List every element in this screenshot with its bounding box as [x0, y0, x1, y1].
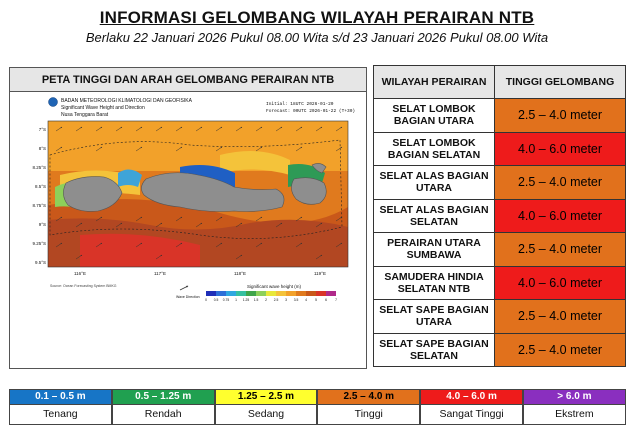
colorbar-tick: 5: [315, 298, 317, 302]
colorbar-tick: 1.5: [254, 298, 259, 302]
colorbar-tick: 2: [265, 298, 267, 302]
page-title: INFORMASI GELOMBANG WILAYAH PERAIRAN NTB: [99, 8, 535, 27]
legend-category: Tenang: [9, 405, 112, 425]
lat-label: 7°S: [39, 127, 46, 132]
wave-direction-label: Wave Direction: [176, 295, 200, 299]
height-cell: 2.5 – 4.0 meter: [494, 232, 626, 267]
colorbar-tick: 0: [205, 298, 207, 302]
height-cell: 4.0 – 6.0 meter: [494, 198, 626, 233]
height-cell: 4.0 – 6.0 meter: [494, 131, 626, 166]
wave-direction-arrows: [55, 126, 343, 260]
lat-label: 8.75°S: [32, 203, 46, 208]
table-row: SELAT SAPE BAGIAN UTARA 2.5 – 4.0 meter: [373, 299, 626, 334]
legend-item: 0.5 – 1.25 m Rendah: [111, 389, 215, 425]
table-row: SELAT ALAS BAGIAN UTARA 2.5 – 4.0 meter: [373, 165, 626, 200]
lat-label: 9°S: [39, 222, 46, 227]
area-cell: SELAT ALAS BAGIAN UTARA: [373, 165, 495, 200]
legend-category: Sangat Tinggi: [420, 405, 523, 425]
legend-item: 2.5 – 4.0 m Tinggi: [317, 389, 421, 425]
legend-range: > 6.0 m: [523, 389, 626, 405]
map-forecast-time: Forecast: 00UTC 2026-01-22 (T+30): [266, 108, 355, 114]
colorbar-tick: 1: [235, 298, 237, 302]
legend-range: 1.25 – 2.5 m: [214, 389, 318, 405]
column-header-area: WILAYAH PERAIRAN: [373, 65, 495, 99]
lon-label: 118°E: [234, 271, 246, 276]
height-cell: 2.5 – 4.0 meter: [494, 98, 626, 133]
column-header-height: TINGGI GELOMBANG: [494, 65, 626, 99]
table-row: SELAT LOMBOK BAGIAN UTARA 2.5 – 4.0 mete…: [373, 98, 626, 133]
legend-category: Sedang: [214, 405, 318, 425]
legend-range: 4.0 – 6.0 m: [420, 389, 523, 405]
map-credit: Source: Ocean Forecasting System BMKG: [50, 284, 117, 288]
lat-label: 9.5°S: [35, 260, 46, 265]
colorbar-tick: 1.25: [243, 298, 250, 302]
colorbar-tick: 4: [305, 298, 307, 302]
legend-item: 0.1 – 0.5 m Tenang: [9, 389, 112, 425]
map-panel: PETA TINGGI DAN ARAH GELOMBANG PERAIRAN …: [9, 67, 367, 369]
colorbar-tick: 3: [285, 298, 287, 302]
lon-label: 117°E: [154, 271, 166, 276]
table-row: SELAT SAPE BAGIAN SELATAN 2.5 – 4.0 mete…: [373, 332, 626, 367]
legend-category: Tinggi: [317, 405, 421, 425]
lon-label: 116°E: [74, 271, 86, 276]
area-cell: PERAIRAN UTARA SUMBAWA: [373, 232, 495, 267]
bmkg-logo-icon: [48, 97, 58, 107]
legend-item: 4.0 – 6.0 m Sangat Tinggi: [420, 389, 523, 425]
water-boundary: [49, 139, 343, 239]
lat-label: 8°S: [39, 146, 46, 151]
legend-range: 2.5 – 4.0 m: [317, 389, 421, 405]
colorbar-tick: 6: [325, 298, 327, 302]
area-cell: SELAT LOMBOK BAGIAN UTARA: [373, 98, 495, 133]
colorbar-tick: 7: [335, 298, 337, 302]
wave-height-map: BADAN METEOROLOGI KLIMATOLOGI DAN GEOFIS…: [20, 95, 358, 335]
height-cell: 2.5 – 4.0 meter: [494, 165, 626, 200]
lat-label: 8.25°S: [32, 165, 46, 170]
colorbar-tick: 3.5: [294, 298, 299, 302]
legend-range: 0.5 – 1.25 m: [111, 389, 215, 405]
legend-item: 1.25 – 2.5 m Sedang: [214, 389, 318, 425]
height-cell: 2.5 – 4.0 meter: [494, 332, 626, 367]
area-cell: SELAT ALAS BAGIAN SELATAN: [373, 198, 495, 233]
wave-direction-legend-icon: [179, 285, 189, 291]
colorbar-tick: 2.5: [274, 298, 279, 302]
wave-category-legend: 0.1 – 0.5 m Tenang 0.5 – 1.25 m Rendah 1…: [9, 389, 626, 425]
map-product: Significant Wave Height and Direction: [61, 105, 145, 111]
validity-period: Berlaku 22 Januari 2026 Pukul 08.00 Wita…: [85, 30, 549, 45]
legend-range: 0.1 – 0.5 m: [9, 389, 112, 405]
colorbar: [206, 291, 336, 296]
colorbar-title: Significant wave height (m): [247, 284, 302, 289]
islands: [63, 163, 327, 212]
table-header-row: WILAYAH PERAIRAN TINGGI GELOMBANG: [373, 65, 626, 99]
map-agency: BADAN METEOROLOGI KLIMATOLOGI DAN GEOFIS…: [61, 98, 193, 104]
area-cell: SELAT SAPE BAGIAN UTARA: [373, 299, 495, 334]
table-row: PERAIRAN UTARA SUMBAWA 2.5 – 4.0 meter: [373, 232, 626, 267]
colorbar-tick: 0.5: [214, 298, 219, 302]
table-row: SELAT LOMBOK BAGIAN SELATAN 4.0 – 6.0 me…: [373, 131, 626, 166]
legend-item: > 6.0 m Ekstrem: [523, 389, 626, 425]
height-cell: 2.5 – 4.0 meter: [494, 299, 626, 334]
map-panel-title: PETA TINGGI DAN ARAH GELOMBANG PERAIRAN …: [10, 68, 366, 92]
lat-label: 9.25°S: [32, 241, 46, 246]
table-row: SELAT ALAS BAGIAN SELATAN 4.0 – 6.0 mete…: [373, 198, 626, 233]
area-cell: SELAT SAPE BAGIAN SELATAN: [373, 332, 495, 367]
lat-label: 8.5°S: [35, 184, 46, 189]
map-initial-time: Initial: 18UTC 2026-01-20: [266, 101, 334, 107]
wave-height-table: WILAYAH PERAIRAN TINGGI GELOMBANG SELAT …: [373, 65, 626, 367]
map-region: Nusa Tenggara Barat: [61, 112, 109, 118]
colorbar-tick: 0.75: [223, 298, 230, 302]
area-cell: SELAT LOMBOK BAGIAN SELATAN: [373, 131, 495, 166]
table-row: SAMUDERA HINDIA SELATAN NTB 4.0 – 6.0 me…: [373, 265, 626, 300]
area-cell: SAMUDERA HINDIA SELATAN NTB: [373, 265, 495, 300]
legend-category: Ekstrem: [523, 405, 626, 425]
height-cell: 4.0 – 6.0 meter: [494, 265, 626, 300]
legend-category: Rendah: [111, 405, 215, 425]
lon-label: 119°E: [314, 271, 326, 276]
